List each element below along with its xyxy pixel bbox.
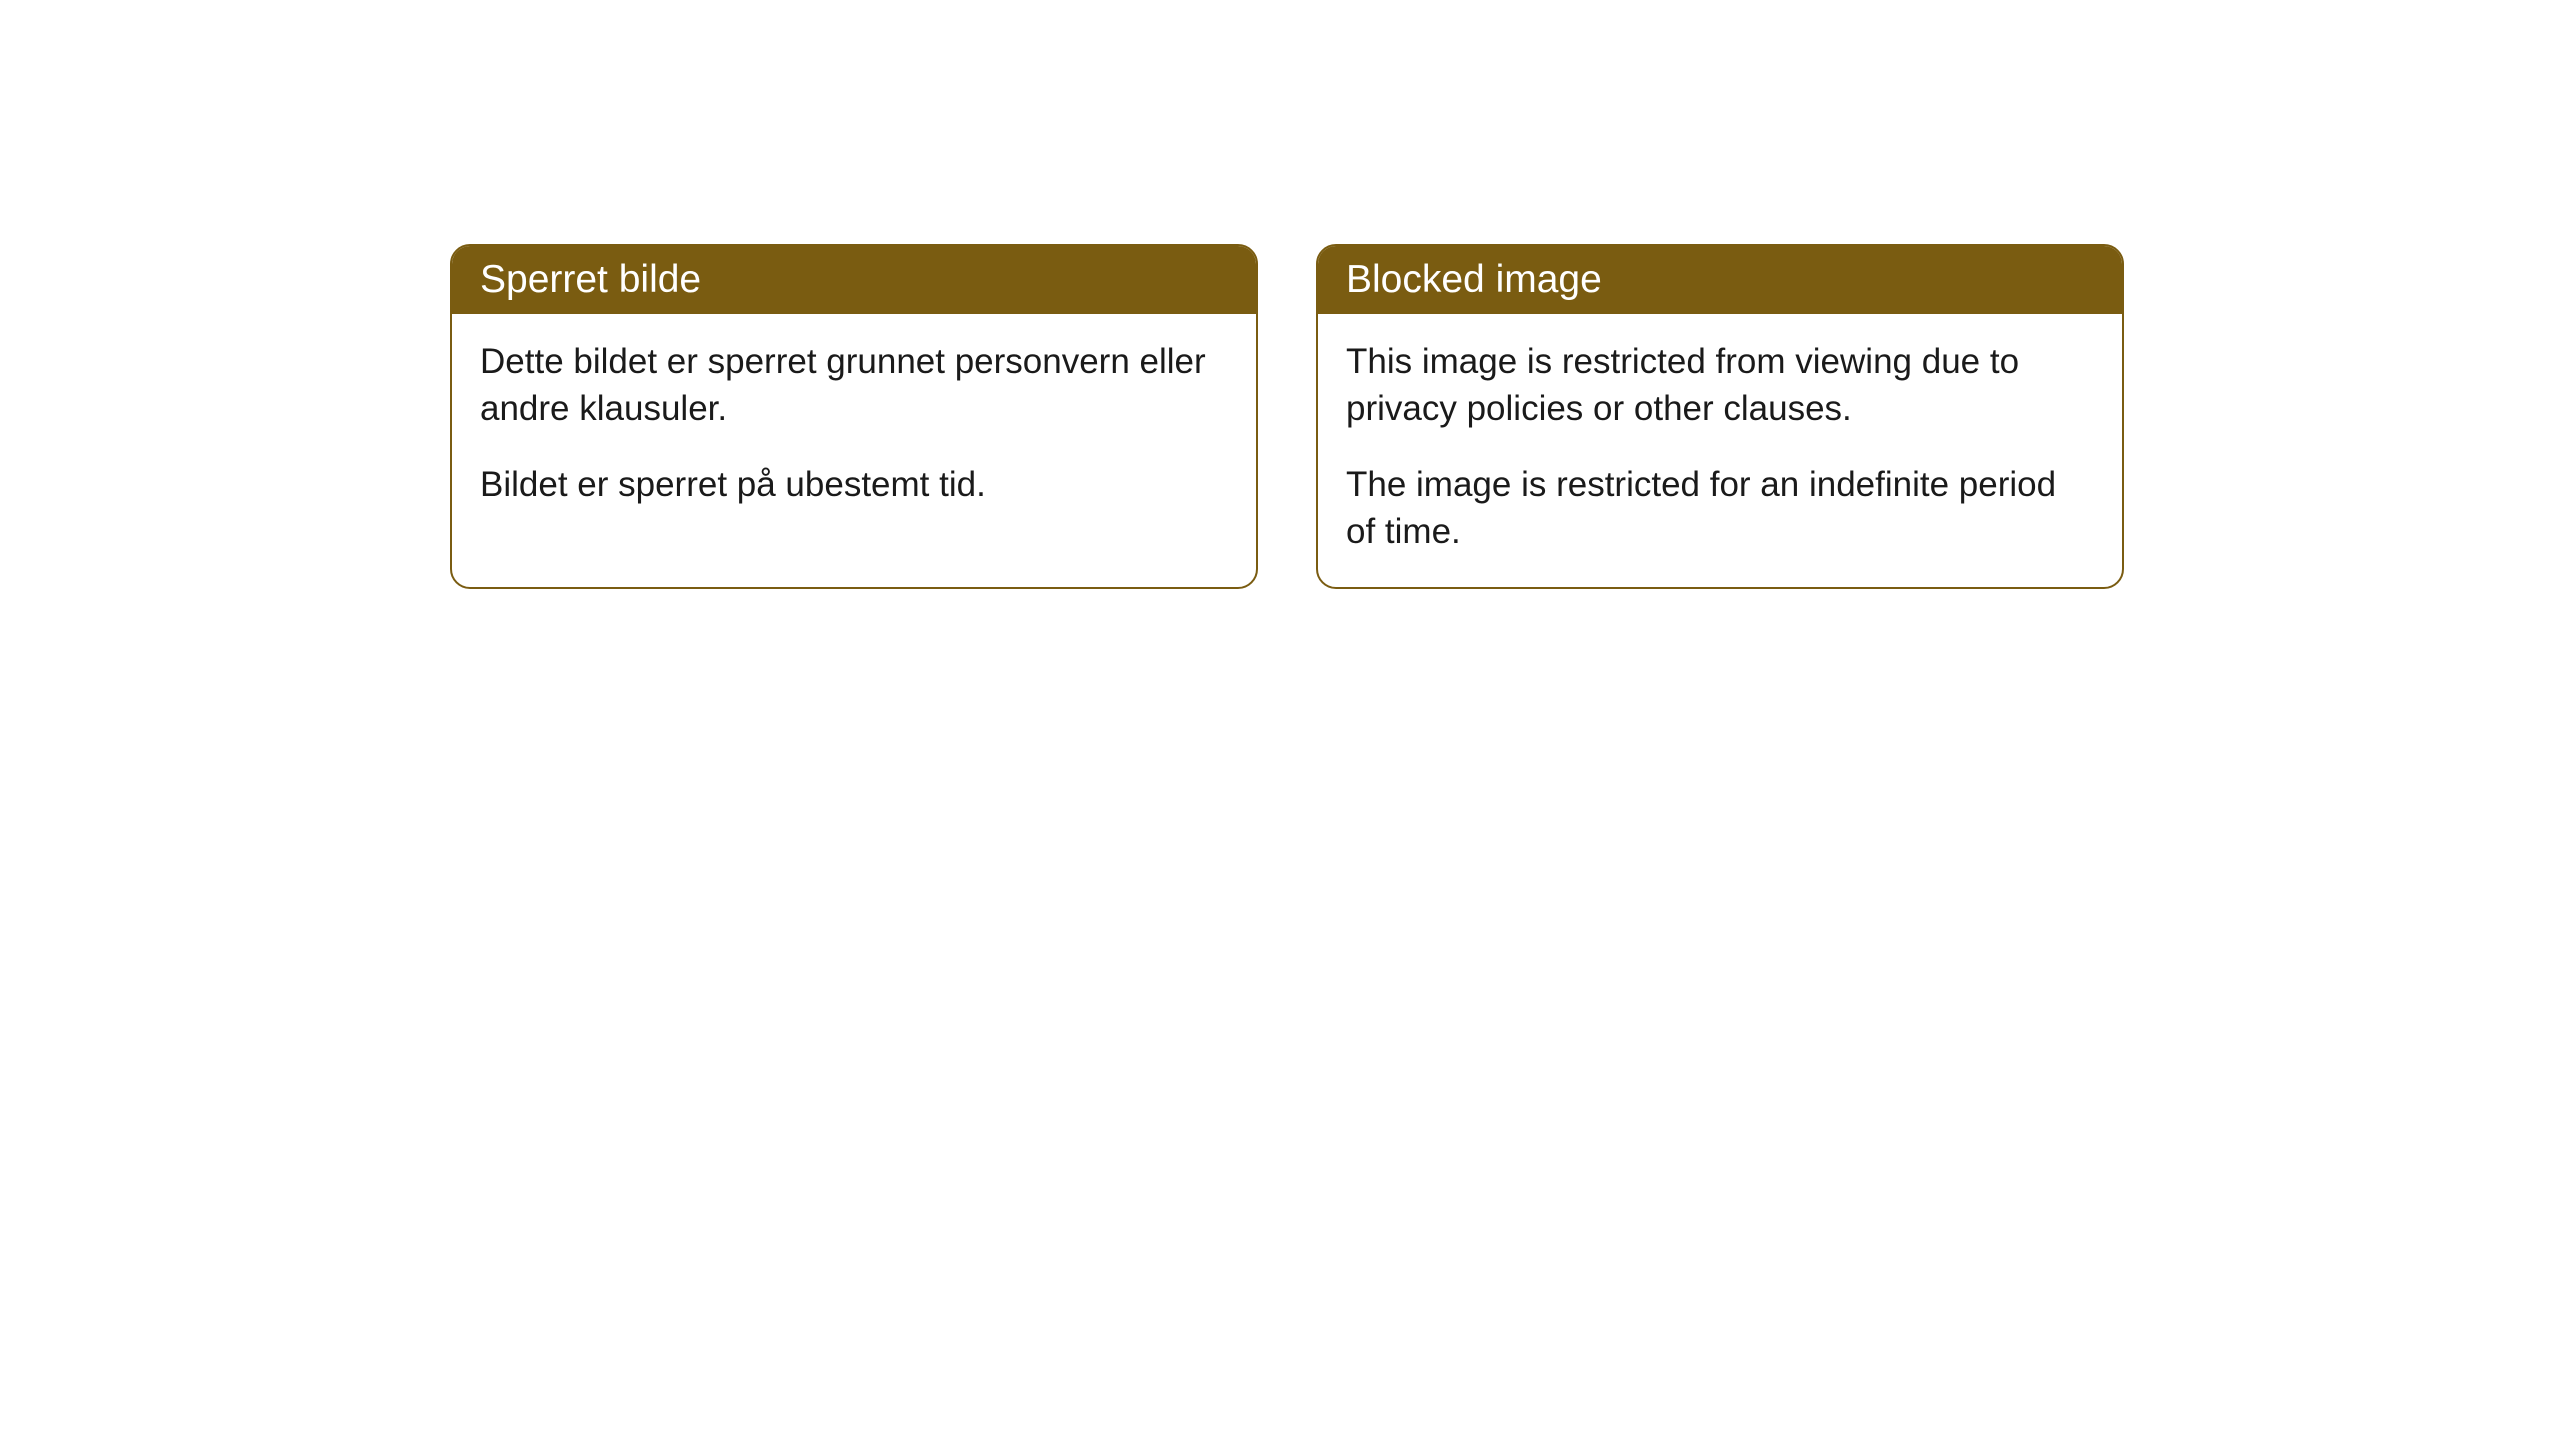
notice-cards-container: Sperret bilde Dette bildet er sperret gr…: [450, 244, 2560, 589]
card-body: Dette bildet er sperret grunnet personve…: [452, 314, 1256, 540]
notice-paragraph: The image is restricted for an indefinit…: [1346, 461, 2094, 556]
notice-card-norwegian: Sperret bilde Dette bildet er sperret gr…: [450, 244, 1258, 589]
card-header: Sperret bilde: [452, 246, 1256, 314]
card-title: Blocked image: [1346, 258, 1602, 301]
card-body: This image is restricted from viewing du…: [1318, 314, 2122, 587]
card-title: Sperret bilde: [480, 258, 701, 301]
notice-card-english: Blocked image This image is restricted f…: [1316, 244, 2124, 589]
notice-paragraph: Bildet er sperret på ubestemt tid.: [480, 461, 1228, 508]
notice-paragraph: Dette bildet er sperret grunnet personve…: [480, 338, 1228, 433]
card-header: Blocked image: [1318, 246, 2122, 314]
notice-paragraph: This image is restricted from viewing du…: [1346, 338, 2094, 433]
